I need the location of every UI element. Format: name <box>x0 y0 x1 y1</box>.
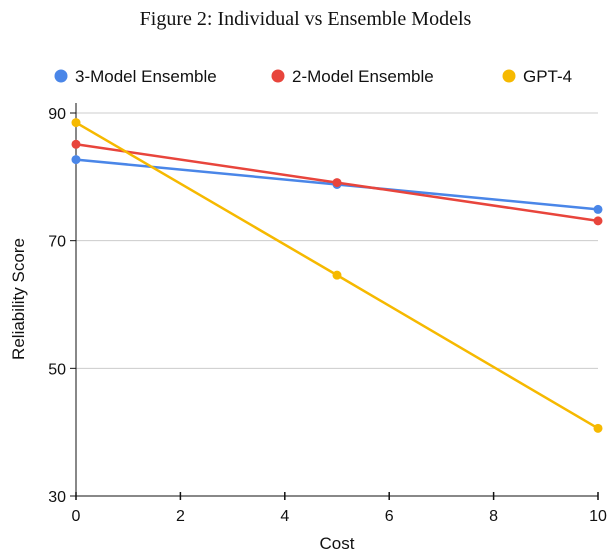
data-point-1-0 <box>71 139 81 149</box>
y-tick-label: 50 <box>48 361 66 378</box>
y-tick-label: 30 <box>48 489 66 506</box>
x-tick-label: 8 <box>489 508 498 525</box>
data-point-0-2 <box>593 204 603 214</box>
y-axis-title: Reliability Score <box>9 238 28 360</box>
gridlines <box>76 112 598 369</box>
y-tick-label: 70 <box>48 234 66 251</box>
x-axis-title: Cost <box>320 534 355 553</box>
legend-marker-1 <box>271 69 285 83</box>
x-tick-label: 0 <box>72 508 81 525</box>
data-point-0-0 <box>71 155 81 165</box>
legend-label-0: 3-Model Ensemble <box>75 67 217 86</box>
x-tick-label: 2 <box>176 508 185 525</box>
x-tick-label: 10 <box>589 508 607 525</box>
data-point-1-2 <box>593 216 603 226</box>
legend-label-1: 2-Model Ensemble <box>292 67 434 86</box>
axes: 30 50 70 90 0 2 4 6 8 10 <box>48 103 607 525</box>
data-point-1-1 <box>332 178 342 188</box>
legend-marker-2 <box>502 69 516 83</box>
series-lines <box>71 118 603 433</box>
data-point-2-2 <box>593 423 603 433</box>
data-point-2-1 <box>332 270 342 280</box>
y-tick-label: 90 <box>48 106 66 123</box>
figure-caption: Figure 2: Individual vs Ensemble Models <box>139 8 472 30</box>
legend: 3-Model Ensemble 2-Model Ensemble GPT-4 <box>54 67 572 86</box>
legend-marker-0 <box>54 69 68 83</box>
x-tick-label: 6 <box>385 508 394 525</box>
x-tick-label: 4 <box>280 508 289 525</box>
data-point-2-0 <box>71 118 81 128</box>
legend-label-2: GPT-4 <box>523 67 572 86</box>
